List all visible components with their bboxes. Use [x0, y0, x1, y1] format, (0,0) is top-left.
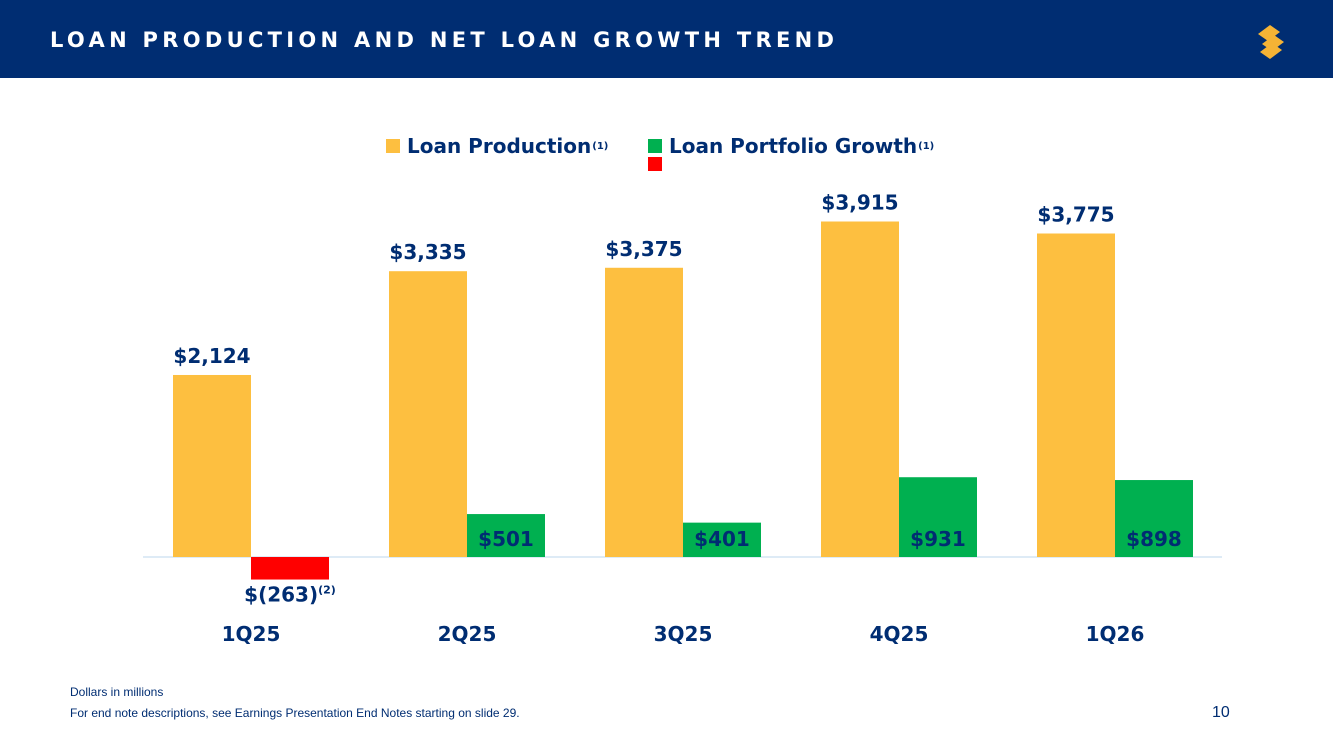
legend-note-growth: (1): [918, 140, 935, 152]
units-note: Dollars in millions: [70, 685, 164, 699]
x-tick-label: 4Q25: [870, 622, 929, 646]
legend-loan-production: Loan Production (1): [386, 131, 608, 161]
data-label-loan-portfolio-growth: $898: [1126, 527, 1182, 551]
end-note: For end note descriptions, see Earnings …: [70, 706, 520, 720]
data-label-loan-portfolio-growth: $401: [694, 527, 750, 551]
legend-note-production: (1): [592, 140, 609, 152]
x-tick-label: 1Q26: [1086, 622, 1145, 646]
legend-swatch-growth: [648, 139, 662, 171]
page-number: 10: [1212, 704, 1230, 721]
x-tick-label: 1Q25: [222, 622, 281, 646]
bar-loan-portfolio-growth: [467, 514, 545, 557]
bar-loan-production: [821, 221, 899, 557]
data-label-loan-production: $3,375: [605, 237, 682, 261]
data-label-loan-portfolio-growth: $501: [478, 527, 534, 551]
legend-label-growth: Loan Portfolio Growth: [669, 134, 918, 158]
bar-loan-portfolio-growth: [1115, 480, 1193, 557]
page-title: LOAN PRODUCTION AND NET LOAN GROWTH TREN…: [50, 28, 839, 52]
legend-loan-portfolio-growth: Loan Portfolio Growth (1): [648, 131, 935, 171]
data-label-loan-production: $3,915: [821, 191, 898, 215]
data-label-note: (2): [318, 584, 336, 597]
legend-swatch-growth-negative: [648, 157, 662, 171]
bar-loan-portfolio-growth: [899, 477, 977, 557]
bar-loan-production: [389, 271, 467, 557]
bar-loan-production: [605, 267, 683, 557]
legend-swatch-production: [386, 139, 400, 153]
data-label-loan-portfolio-growth: $(263)(2): [244, 583, 336, 607]
data-label-loan-production: $2,124: [173, 344, 250, 368]
brand-s-logo-icon: [1258, 25, 1284, 59]
header-bar: LOAN PRODUCTION AND NET LOAN GROWTH TREN…: [0, 0, 1333, 78]
x-tick-label: 3Q25: [654, 622, 713, 646]
x-tick-label: 2Q25: [438, 622, 497, 646]
bar-loan-production: [1037, 233, 1115, 558]
legend-label-production: Loan Production: [407, 134, 592, 158]
data-label-loan-portfolio-growth: $931: [910, 527, 966, 551]
bar-loan-production: [173, 374, 251, 557]
data-label-loan-production: $3,775: [1037, 202, 1114, 226]
legend-swatch-growth-positive: [648, 139, 662, 153]
bar-loan-portfolio-growth: [683, 522, 761, 557]
data-label-loan-production: $3,335: [389, 240, 466, 264]
bar-loan-portfolio-growth: [251, 557, 329, 580]
